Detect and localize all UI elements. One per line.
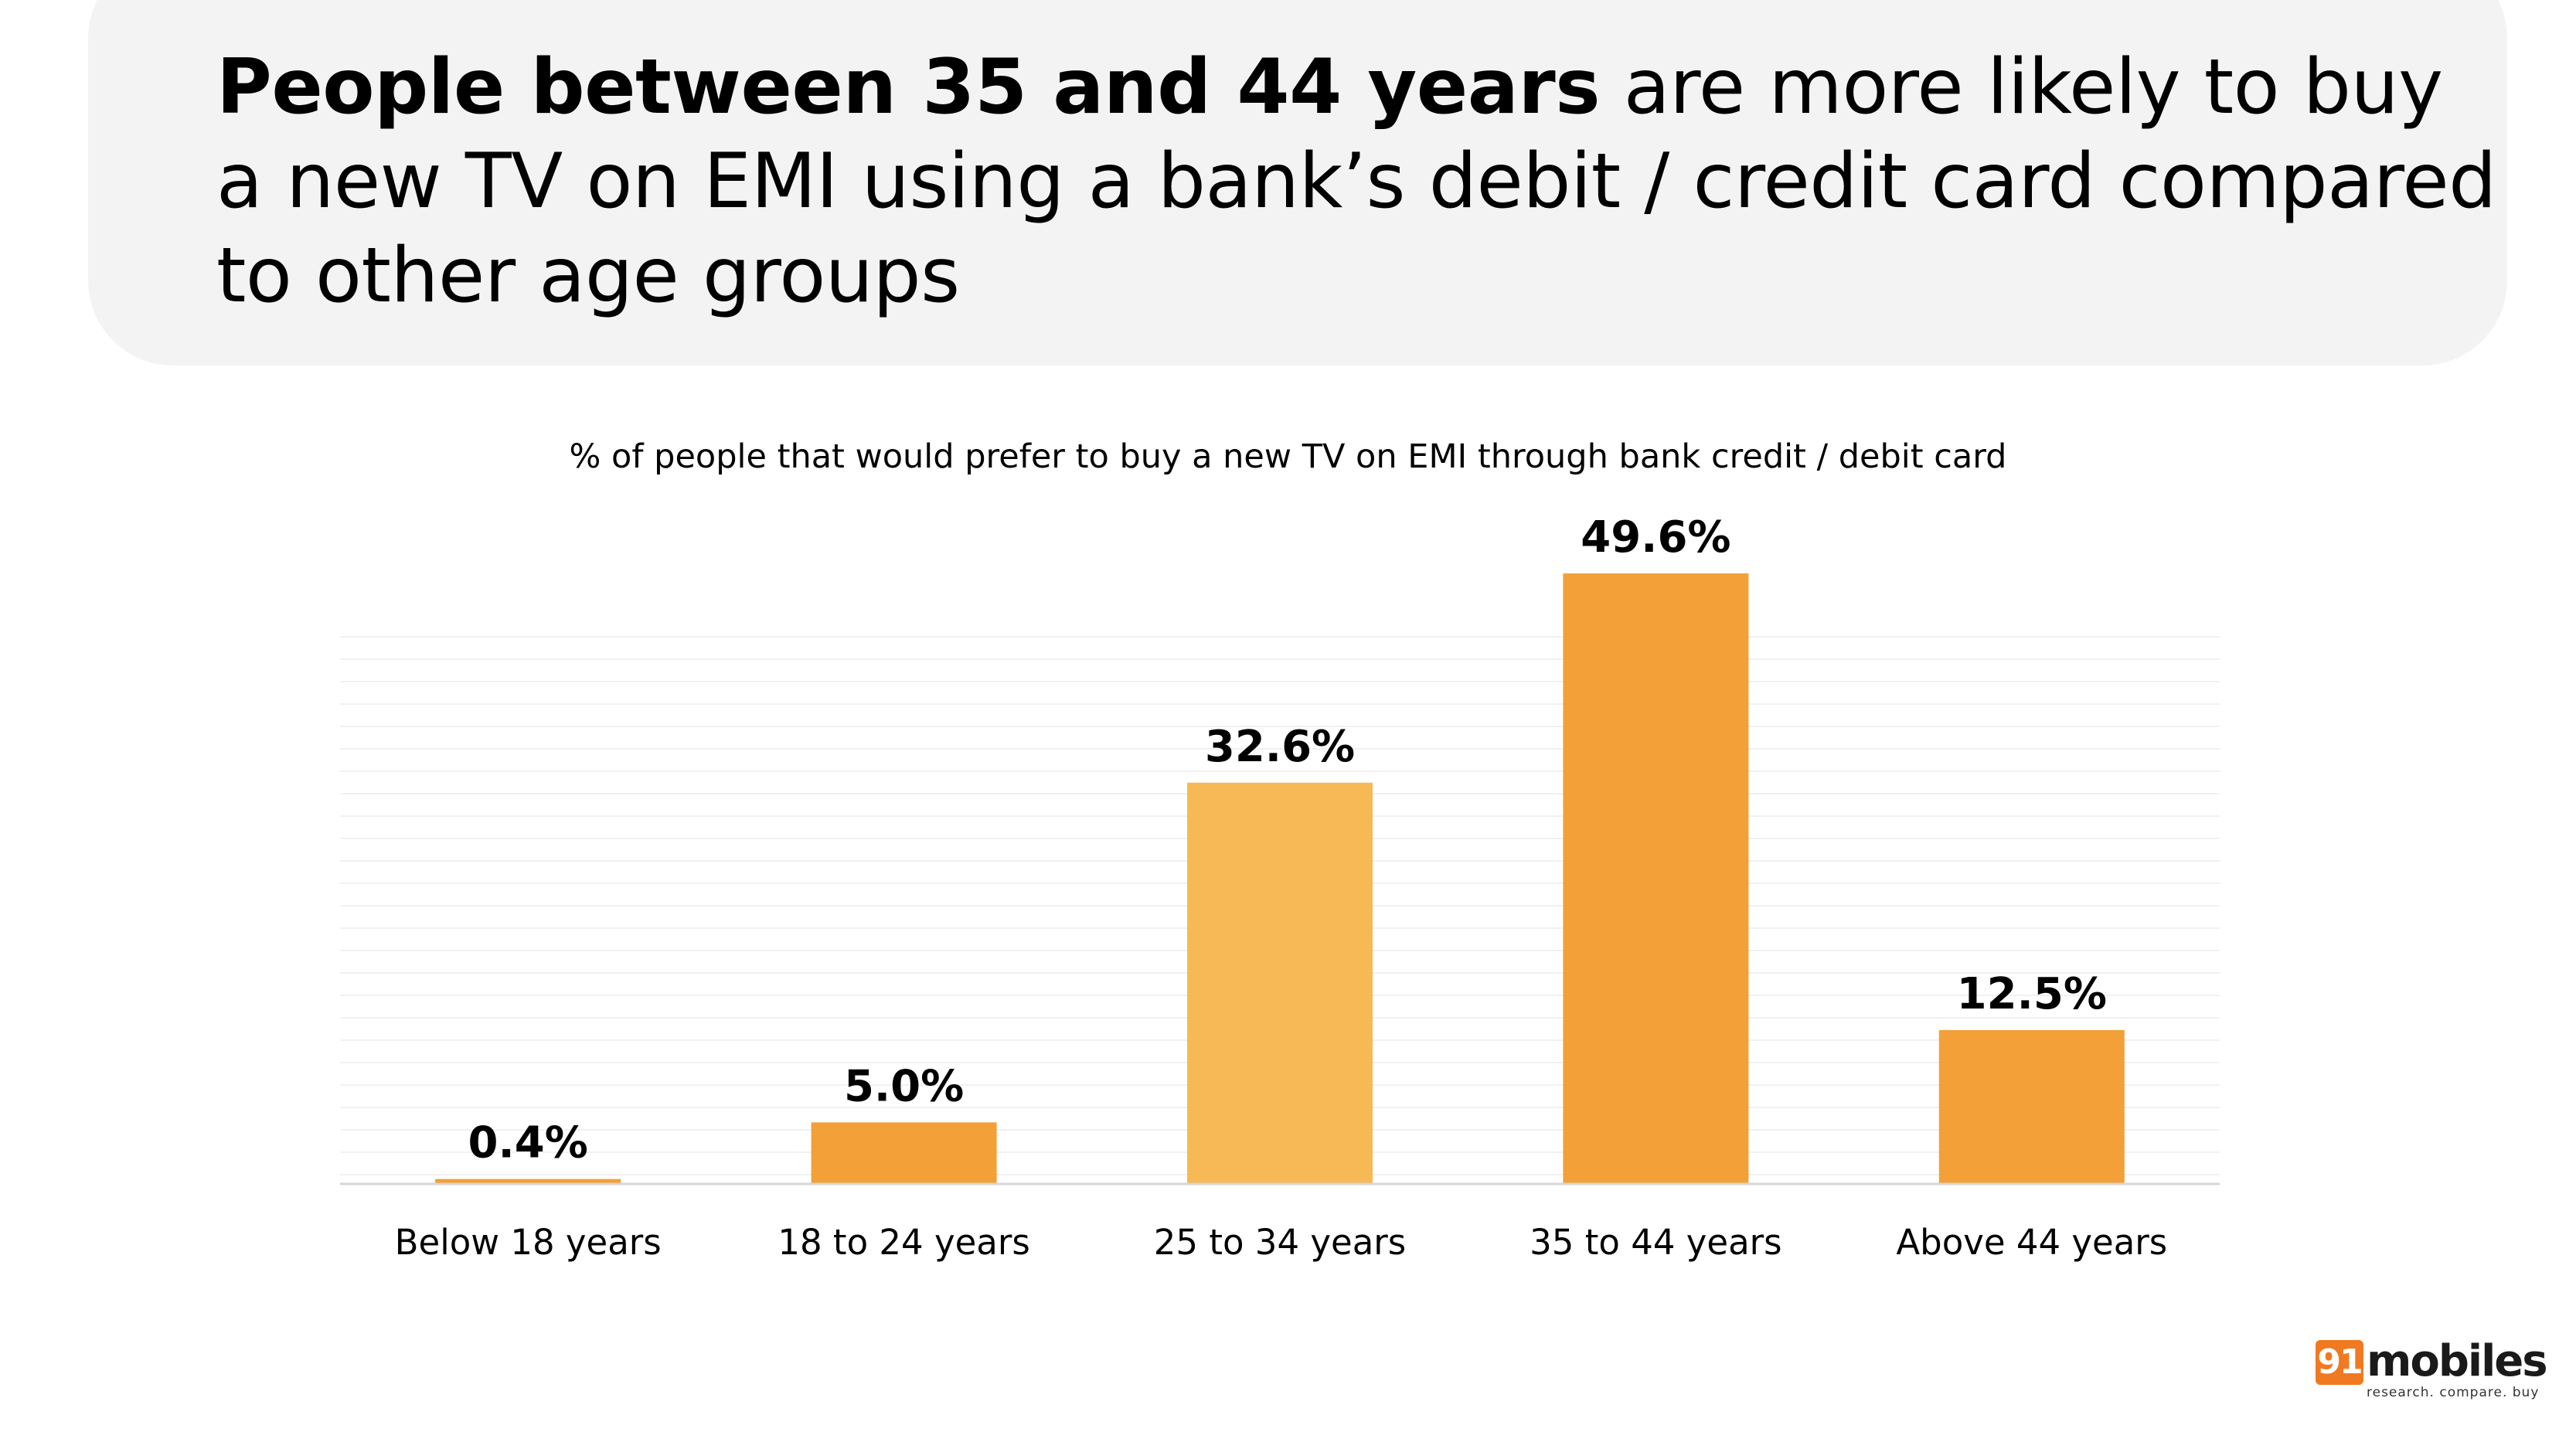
- bar-4: [1563, 573, 1749, 1184]
- chart-value-labels: 0.4% 5.0% 32.6% 49.6% 12.5%: [468, 512, 2107, 1168]
- bar-3: [1187, 782, 1373, 1184]
- bar-1: [435, 1179, 621, 1184]
- chart-bars: [435, 573, 2125, 1184]
- logo-tagline: research. compare. buy: [2367, 1385, 2540, 1400]
- category-label-1: Below 18 years: [395, 1222, 662, 1263]
- header-panel: [88, 0, 2507, 366]
- headline-bold: People between 35 and 44 years: [216, 43, 1601, 131]
- value-label-4: 49.6%: [1581, 512, 1730, 563]
- category-label-2: 18 to 24 years: [778, 1222, 1029, 1263]
- category-label-4: 35 to 44 years: [1530, 1222, 1781, 1263]
- category-label-3: 25 to 34 years: [1154, 1222, 1406, 1263]
- logo-badge: 91: [2316, 1340, 2363, 1385]
- logo: 91 mobiles research. compare. buy: [2316, 1337, 2548, 1403]
- logo-wordmark: mobiles: [2367, 1336, 2548, 1386]
- headline: People between 35 and 44 years are more …: [216, 40, 2496, 323]
- headline-rest: are more likely to buy a new TV on EMI u…: [216, 43, 2496, 320]
- chart-subtitle: % of people that would prefer to buy a n…: [569, 437, 2007, 476]
- chart-category-labels: Below 18 years 18 to 24 years 25 to 34 yea…: [395, 1222, 2168, 1263]
- value-label-3: 32.6%: [1205, 722, 1355, 772]
- category-label-5: Above 44 years: [1896, 1222, 2167, 1263]
- value-label-5: 12.5%: [1957, 969, 2107, 1019]
- bar-5: [1938, 1029, 2125, 1184]
- value-label-2: 5.0%: [844, 1061, 964, 1111]
- bar-2: [811, 1122, 997, 1184]
- value-label-1: 0.4%: [468, 1118, 588, 1168]
